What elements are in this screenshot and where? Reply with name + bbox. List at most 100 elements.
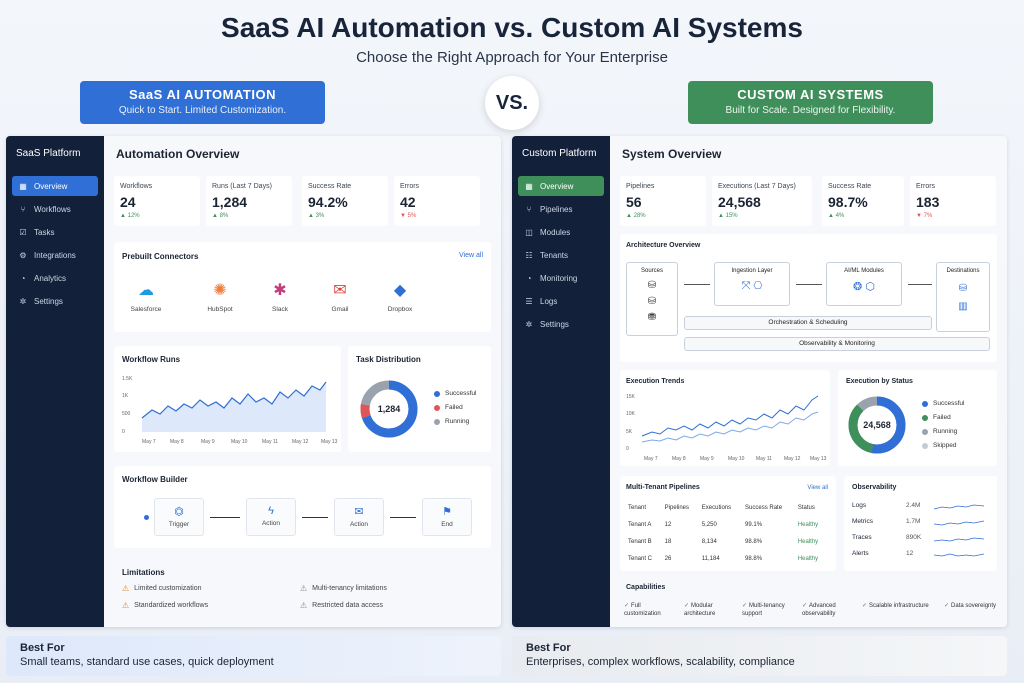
legend-failed: Failed	[922, 414, 951, 421]
architecture-card: Architecture Overview Sources ⛁ ⛁ ⛃ Ingesti…	[620, 234, 997, 362]
table-row[interactable]: Tenant A 12 5,250 99.1% Healthy	[628, 517, 828, 532]
saas-sidebar: SaaS Platform ▦ Overview ⑂ Workflows ☑ Task…	[6, 136, 104, 627]
lock-icon: ⚠	[300, 601, 308, 610]
connector-slack[interactable]: ✱ Slack	[260, 280, 300, 313]
warning-icon: ⚠	[300, 584, 308, 593]
observability-row: Alerts 12	[852, 550, 992, 566]
custom-main: System Overview Pipelines 56 ▲ 28% Executi…	[610, 136, 1007, 627]
connector-gmail[interactable]: ✉ Gmail	[320, 280, 360, 313]
sidebar-item-analytics[interactable]: ◔ Analytics	[12, 268, 98, 288]
builder-node-action[interactable]: ✉ Action	[334, 498, 384, 536]
sidebar-item-logs[interactable]: ☰ Logs	[518, 291, 604, 311]
analytics-icon: ◔	[20, 273, 26, 283]
custom-dashboard: Custom Platform ▦ Overview ⑂ Pipelines ◫ Mo…	[512, 136, 1007, 627]
sidebar-item-tenants[interactable]: ☷ Tenants	[518, 245, 604, 265]
arch-destinations: Destinations ⛁ ▥	[936, 262, 990, 332]
table-row[interactable]: Tenant C 26 11,184 98.8% Healthy	[628, 551, 828, 566]
status-badge: Healthy	[797, 521, 819, 528]
kpi-value: 56	[626, 194, 642, 210]
hubspot-icon: ✺	[213, 282, 227, 299]
x-tick: May 13	[810, 456, 827, 462]
legend-skipped: Skipped	[922, 442, 957, 449]
donut-successful	[848, 396, 906, 454]
limitation-item: ⚠ Multi-tenancy limitations	[300, 584, 387, 593]
bolt-icon: ϟ	[268, 505, 274, 517]
connector-label: Gmail	[331, 306, 349, 313]
connector-dropbox[interactable]: ◆ Dropbox	[380, 280, 420, 313]
observability-row: Traces 890K	[852, 534, 992, 550]
destination-icon: ⛁ ▥	[958, 283, 968, 312]
sidebar-item-label: Logs	[540, 296, 558, 306]
tasks-icon: ☑	[19, 227, 27, 237]
y-tick: 500	[122, 411, 131, 417]
check-icon: ✓	[802, 603, 808, 609]
gear-icon: ✲	[525, 319, 533, 329]
sidebar-item-label: Workflows	[34, 204, 71, 214]
trigger-icon: ⏣	[174, 506, 184, 518]
sparkline	[934, 504, 984, 510]
connector-salesforce[interactable]: ☁ Salesforce	[126, 280, 166, 313]
capability-item: ✓ Data sovereignty	[944, 603, 997, 609]
custom-brand: Custom Platform	[522, 148, 597, 159]
saas-brand: SaaS Platform	[16, 148, 81, 159]
limitations-title: Limitations	[122, 568, 165, 577]
kpi-delta: ▼ 7%	[916, 213, 933, 219]
sidebar-item-pipelines[interactable]: ⑂ Pipelines	[518, 199, 604, 219]
custom-best-for: Best For Enterprises, complex workflows,…	[512, 636, 1007, 676]
modules-icon: ◫	[525, 227, 533, 237]
x-tick: May 11	[756, 456, 772, 462]
check-icon: ✓	[862, 603, 868, 609]
sidebar-item-modules[interactable]: ◫ Modules	[518, 222, 604, 242]
kpi-value: 94.2%	[308, 194, 348, 210]
builder-node-end[interactable]: ⚑ End	[422, 498, 472, 536]
builder-node-action[interactable]: ϟ Action	[246, 498, 296, 536]
sidebar-item-label: Settings	[34, 296, 63, 306]
connector-hubspot[interactable]: ✺ HubSpot	[200, 280, 240, 313]
kpi-label: Executions (Last 7 Days)	[718, 183, 796, 190]
view-all-link[interactable]: View all	[807, 485, 828, 491]
y-tick: 0	[626, 446, 629, 452]
pipeline-icon: ⑂	[526, 204, 532, 214]
sidebar-item-tasks[interactable]: ☑ Tasks	[12, 222, 98, 242]
sidebar-item-overview[interactable]: ▦ Overview	[12, 176, 98, 196]
arch-arrow	[796, 284, 822, 285]
kpi-label: Success Rate	[828, 183, 872, 190]
legend-successful: Successful	[922, 400, 964, 407]
x-tick: May 9	[201, 439, 215, 445]
gear-icon: ✲	[19, 296, 27, 306]
kpi-delta: ▲ 4%	[828, 213, 845, 219]
execution-trends-card: Execution Trends 15K 10K 5K 0 May 7 May …	[620, 370, 830, 466]
x-tick: May 9	[700, 456, 714, 462]
execution-trends-title: Execution Trends	[626, 378, 685, 385]
workflow-runs-card: Workflow Runs 1.5K 1K 500 0 May 7 May 8 …	[114, 346, 341, 452]
kpi-delta: ▲ 8%	[212, 213, 229, 219]
vs-badge: VS.	[485, 76, 539, 130]
sidebar-item-overview[interactable]: ▦ Overview	[518, 176, 604, 196]
status-donut: 24,568	[848, 396, 906, 454]
kpi-label: Errors	[400, 183, 420, 190]
x-tick: May 8	[672, 456, 686, 462]
sidebar-item-settings[interactable]: ✲ Settings	[518, 314, 604, 334]
observability-row: Metrics 1.7M	[852, 518, 992, 534]
builder-node-trigger[interactable]: ⏣ Trigger	[154, 498, 204, 536]
sidebar-item-workflows[interactable]: ⑂ Workflows	[12, 199, 98, 219]
x-tick: May 10	[231, 439, 248, 445]
workflow-runs-chart: 1.5K 1K 500 0 May 7 May 8 May 9 May 10 M…	[122, 376, 338, 445]
view-all-link[interactable]: View all	[459, 252, 483, 259]
task-donut: 1,284	[360, 380, 418, 438]
tenants-title: Multi-Tenant Pipelines	[626, 484, 700, 491]
kpi-value: 24,568	[718, 194, 761, 210]
workflow-builder-title: Workflow Builder	[122, 475, 188, 484]
sidebar-item-label: Settings	[540, 319, 569, 329]
sidebar-item-settings[interactable]: ✲ Settings	[12, 291, 98, 311]
table-header: Tenant Pipelines Executions Success Rate Sta…	[628, 504, 815, 511]
table-row[interactable]: Tenant B 18 8,134 98.8% Healthy	[628, 534, 828, 549]
ingestion-icon: ⤧ ⎔	[741, 280, 763, 292]
best-for-title: Best For	[526, 642, 571, 654]
sidebar-item-monitoring[interactable]: ◔ Monitoring	[518, 268, 604, 288]
sidebar-item-integrations[interactable]: ⚙ Integrations	[12, 245, 98, 265]
kpi-label: Runs (Last 7 Days)	[212, 183, 272, 190]
integrations-icon: ⚙	[19, 250, 27, 260]
monitoring-icon: ◔	[526, 273, 532, 283]
kpi-card: Errors 183 ▼ 7%	[910, 176, 996, 226]
